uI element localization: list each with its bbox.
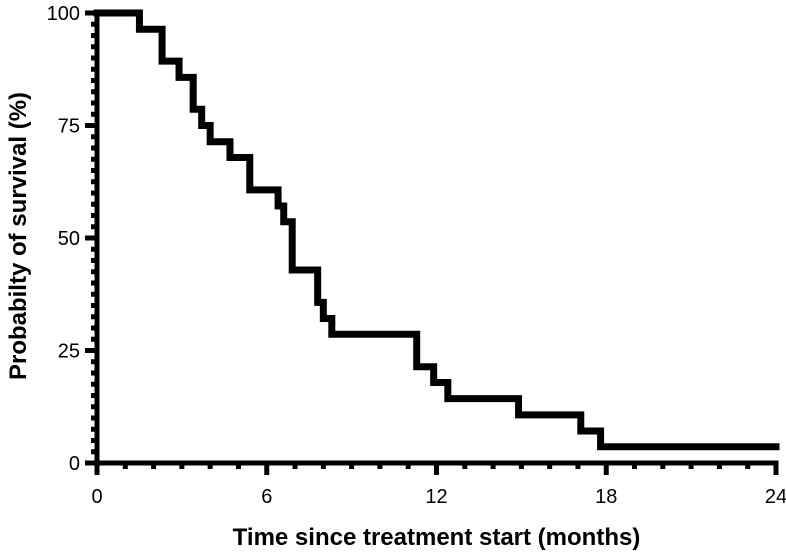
x-axis-title: Time since treatment start (months) <box>233 524 641 551</box>
y-axis-title: Probabilty of survival (%) <box>5 92 32 380</box>
x-tick-label: 0 <box>91 486 102 508</box>
y-tick-label: 100 <box>47 3 80 25</box>
x-tick-label: 24 <box>765 486 786 508</box>
major-ticks <box>85 10 779 475</box>
x-tick-label: 12 <box>425 486 447 508</box>
y-tick-label: 50 <box>58 228 80 250</box>
x-tick-label: 18 <box>595 486 617 508</box>
x-tick-label: 6 <box>261 486 272 508</box>
minor-ticks <box>91 21 751 469</box>
survival-curve <box>93 9 780 451</box>
y-tick-label: 0 <box>69 453 80 475</box>
y-tick-label: 75 <box>58 116 80 138</box>
y-tick-label: 25 <box>58 341 80 363</box>
tick-labels: 0 6 12 18 24 0 25 50 75 100 <box>47 3 786 508</box>
